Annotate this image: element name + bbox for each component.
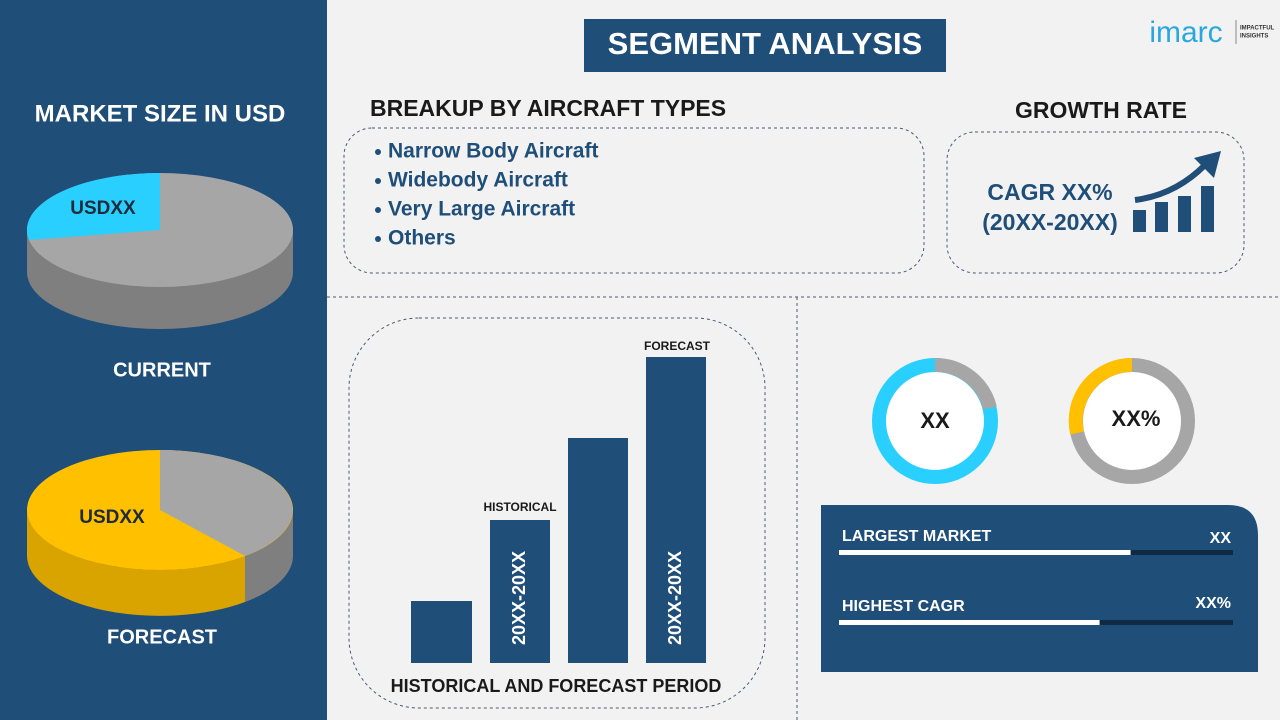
breakup-item: Others <box>388 227 456 250</box>
header-title: SEGMENT ANALYSIS <box>608 26 923 61</box>
forecast-value: USDXX <box>79 507 145 528</box>
stat-value: XX <box>1210 530 1232 547</box>
donut <box>1068 357 1195 484</box>
market-size-title: MARKET SIZE IN USD <box>35 100 286 127</box>
stat-value: XX% <box>1195 595 1231 612</box>
bullet <box>375 149 381 155</box>
bullet <box>375 236 381 242</box>
donut-label: XX <box>920 408 950 433</box>
stats-box <box>821 505 1258 672</box>
period-box <box>348 317 766 709</box>
period-bars <box>411 357 706 663</box>
historical-label: HISTORICAL <box>483 500 556 514</box>
growth-icon <box>1133 151 1221 232</box>
forecast-bar-text: 20XX-20XX <box>665 551 685 645</box>
cagr-period: (20XX-20XX) <box>982 209 1118 235</box>
breakup-box <box>343 127 925 274</box>
breakup-item: Narrow Body Aircraft <box>388 140 598 163</box>
logo-tagline: INSIGHTS <box>1240 34 1268 40</box>
logo: imarc <box>1149 16 1222 49</box>
cagr: CAGR XX% <box>987 179 1112 205</box>
forecast-pie <box>27 450 293 616</box>
period-caption: HISTORICAL AND FORECAST PERIOD <box>391 676 722 696</box>
donut <box>872 357 998 484</box>
forecast-label: FORECAST <box>644 339 711 353</box>
bullet <box>375 178 381 184</box>
logo-tagline: IMPACTFUL <box>1240 26 1275 32</box>
header-box <box>584 19 946 72</box>
breakup-title: BREAKUP BY AIRCRAFT TYPES <box>370 95 726 121</box>
historical-bar-text: 20XX-20XX <box>509 551 529 645</box>
growth-title: GROWTH RATE <box>1015 97 1187 123</box>
growth-box <box>946 131 1245 274</box>
current-value: USDXX <box>70 198 136 219</box>
current-label: CURRENT <box>113 359 211 381</box>
bullet <box>375 207 381 213</box>
donut-label: XX% <box>1112 406 1161 431</box>
stat-label: HIGHEST CAGR <box>842 598 965 615</box>
breakup-item: Very Large Aircraft <box>388 198 575 221</box>
forecast-label: FORECAST <box>107 626 217 648</box>
stat-bar <box>839 620 1100 625</box>
breakup-item: Widebody Aircraft <box>388 169 568 192</box>
stat-label: LARGEST MARKET <box>842 528 992 545</box>
stat-bar <box>839 550 1131 555</box>
current-pie <box>26 172 293 329</box>
